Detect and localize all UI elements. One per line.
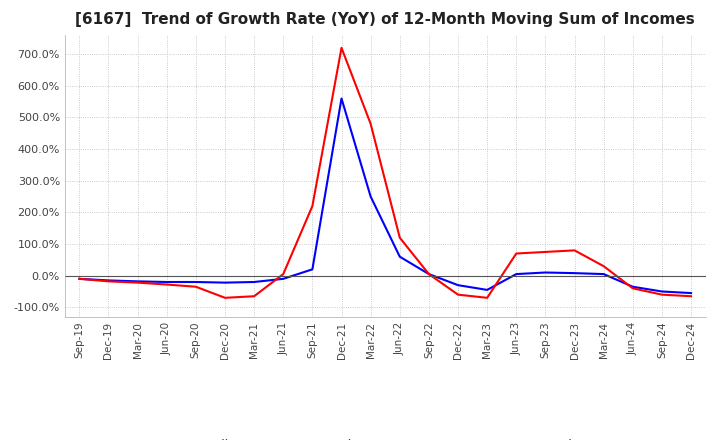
Ordinary Income Growth Rate <box>687 290 696 296</box>
Net Income Growth Rate <box>541 249 550 255</box>
Line: Net Income Growth Rate: Net Income Growth Rate <box>79 48 691 298</box>
Net Income Growth Rate <box>512 251 521 256</box>
Line: Ordinary Income Growth Rate: Ordinary Income Growth Rate <box>79 99 691 293</box>
Ordinary Income Growth Rate <box>599 271 608 277</box>
Ordinary Income Growth Rate <box>657 289 666 294</box>
Net Income Growth Rate <box>366 121 375 126</box>
Ordinary Income Growth Rate <box>279 276 287 282</box>
Ordinary Income Growth Rate <box>454 282 462 288</box>
Net Income Growth Rate <box>337 45 346 51</box>
Net Income Growth Rate <box>279 271 287 277</box>
Ordinary Income Growth Rate <box>629 284 637 290</box>
Ordinary Income Growth Rate <box>75 276 84 282</box>
Net Income Growth Rate <box>133 280 142 285</box>
Ordinary Income Growth Rate <box>366 194 375 199</box>
Net Income Growth Rate <box>483 295 492 301</box>
Ordinary Income Growth Rate <box>133 279 142 284</box>
Ordinary Income Growth Rate <box>192 279 200 285</box>
Net Income Growth Rate <box>220 295 229 301</box>
Ordinary Income Growth Rate <box>425 271 433 277</box>
Ordinary Income Growth Rate <box>570 271 579 276</box>
Net Income Growth Rate <box>163 282 171 287</box>
Net Income Growth Rate <box>250 293 258 299</box>
Net Income Growth Rate <box>395 235 404 240</box>
Net Income Growth Rate <box>599 264 608 269</box>
Ordinary Income Growth Rate <box>512 271 521 277</box>
Ordinary Income Growth Rate <box>250 279 258 285</box>
Ordinary Income Growth Rate <box>220 280 229 285</box>
Title: [6167]  Trend of Growth Rate (YoY) of 12-Month Moving Sum of Incomes: [6167] Trend of Growth Rate (YoY) of 12-… <box>76 12 695 27</box>
Ordinary Income Growth Rate <box>337 96 346 101</box>
Legend: Ordinary Income Growth Rate, Net Income Growth Rate: Ordinary Income Growth Rate, Net Income … <box>156 434 614 440</box>
Net Income Growth Rate <box>570 248 579 253</box>
Net Income Growth Rate <box>308 203 317 209</box>
Net Income Growth Rate <box>192 284 200 290</box>
Net Income Growth Rate <box>657 292 666 297</box>
Net Income Growth Rate <box>425 271 433 277</box>
Ordinary Income Growth Rate <box>541 270 550 275</box>
Ordinary Income Growth Rate <box>104 278 113 283</box>
Net Income Growth Rate <box>454 292 462 297</box>
Ordinary Income Growth Rate <box>308 267 317 272</box>
Net Income Growth Rate <box>629 286 637 291</box>
Net Income Growth Rate <box>104 279 113 284</box>
Ordinary Income Growth Rate <box>395 254 404 259</box>
Ordinary Income Growth Rate <box>483 287 492 293</box>
Net Income Growth Rate <box>687 293 696 299</box>
Net Income Growth Rate <box>75 276 84 282</box>
Ordinary Income Growth Rate <box>163 279 171 285</box>
